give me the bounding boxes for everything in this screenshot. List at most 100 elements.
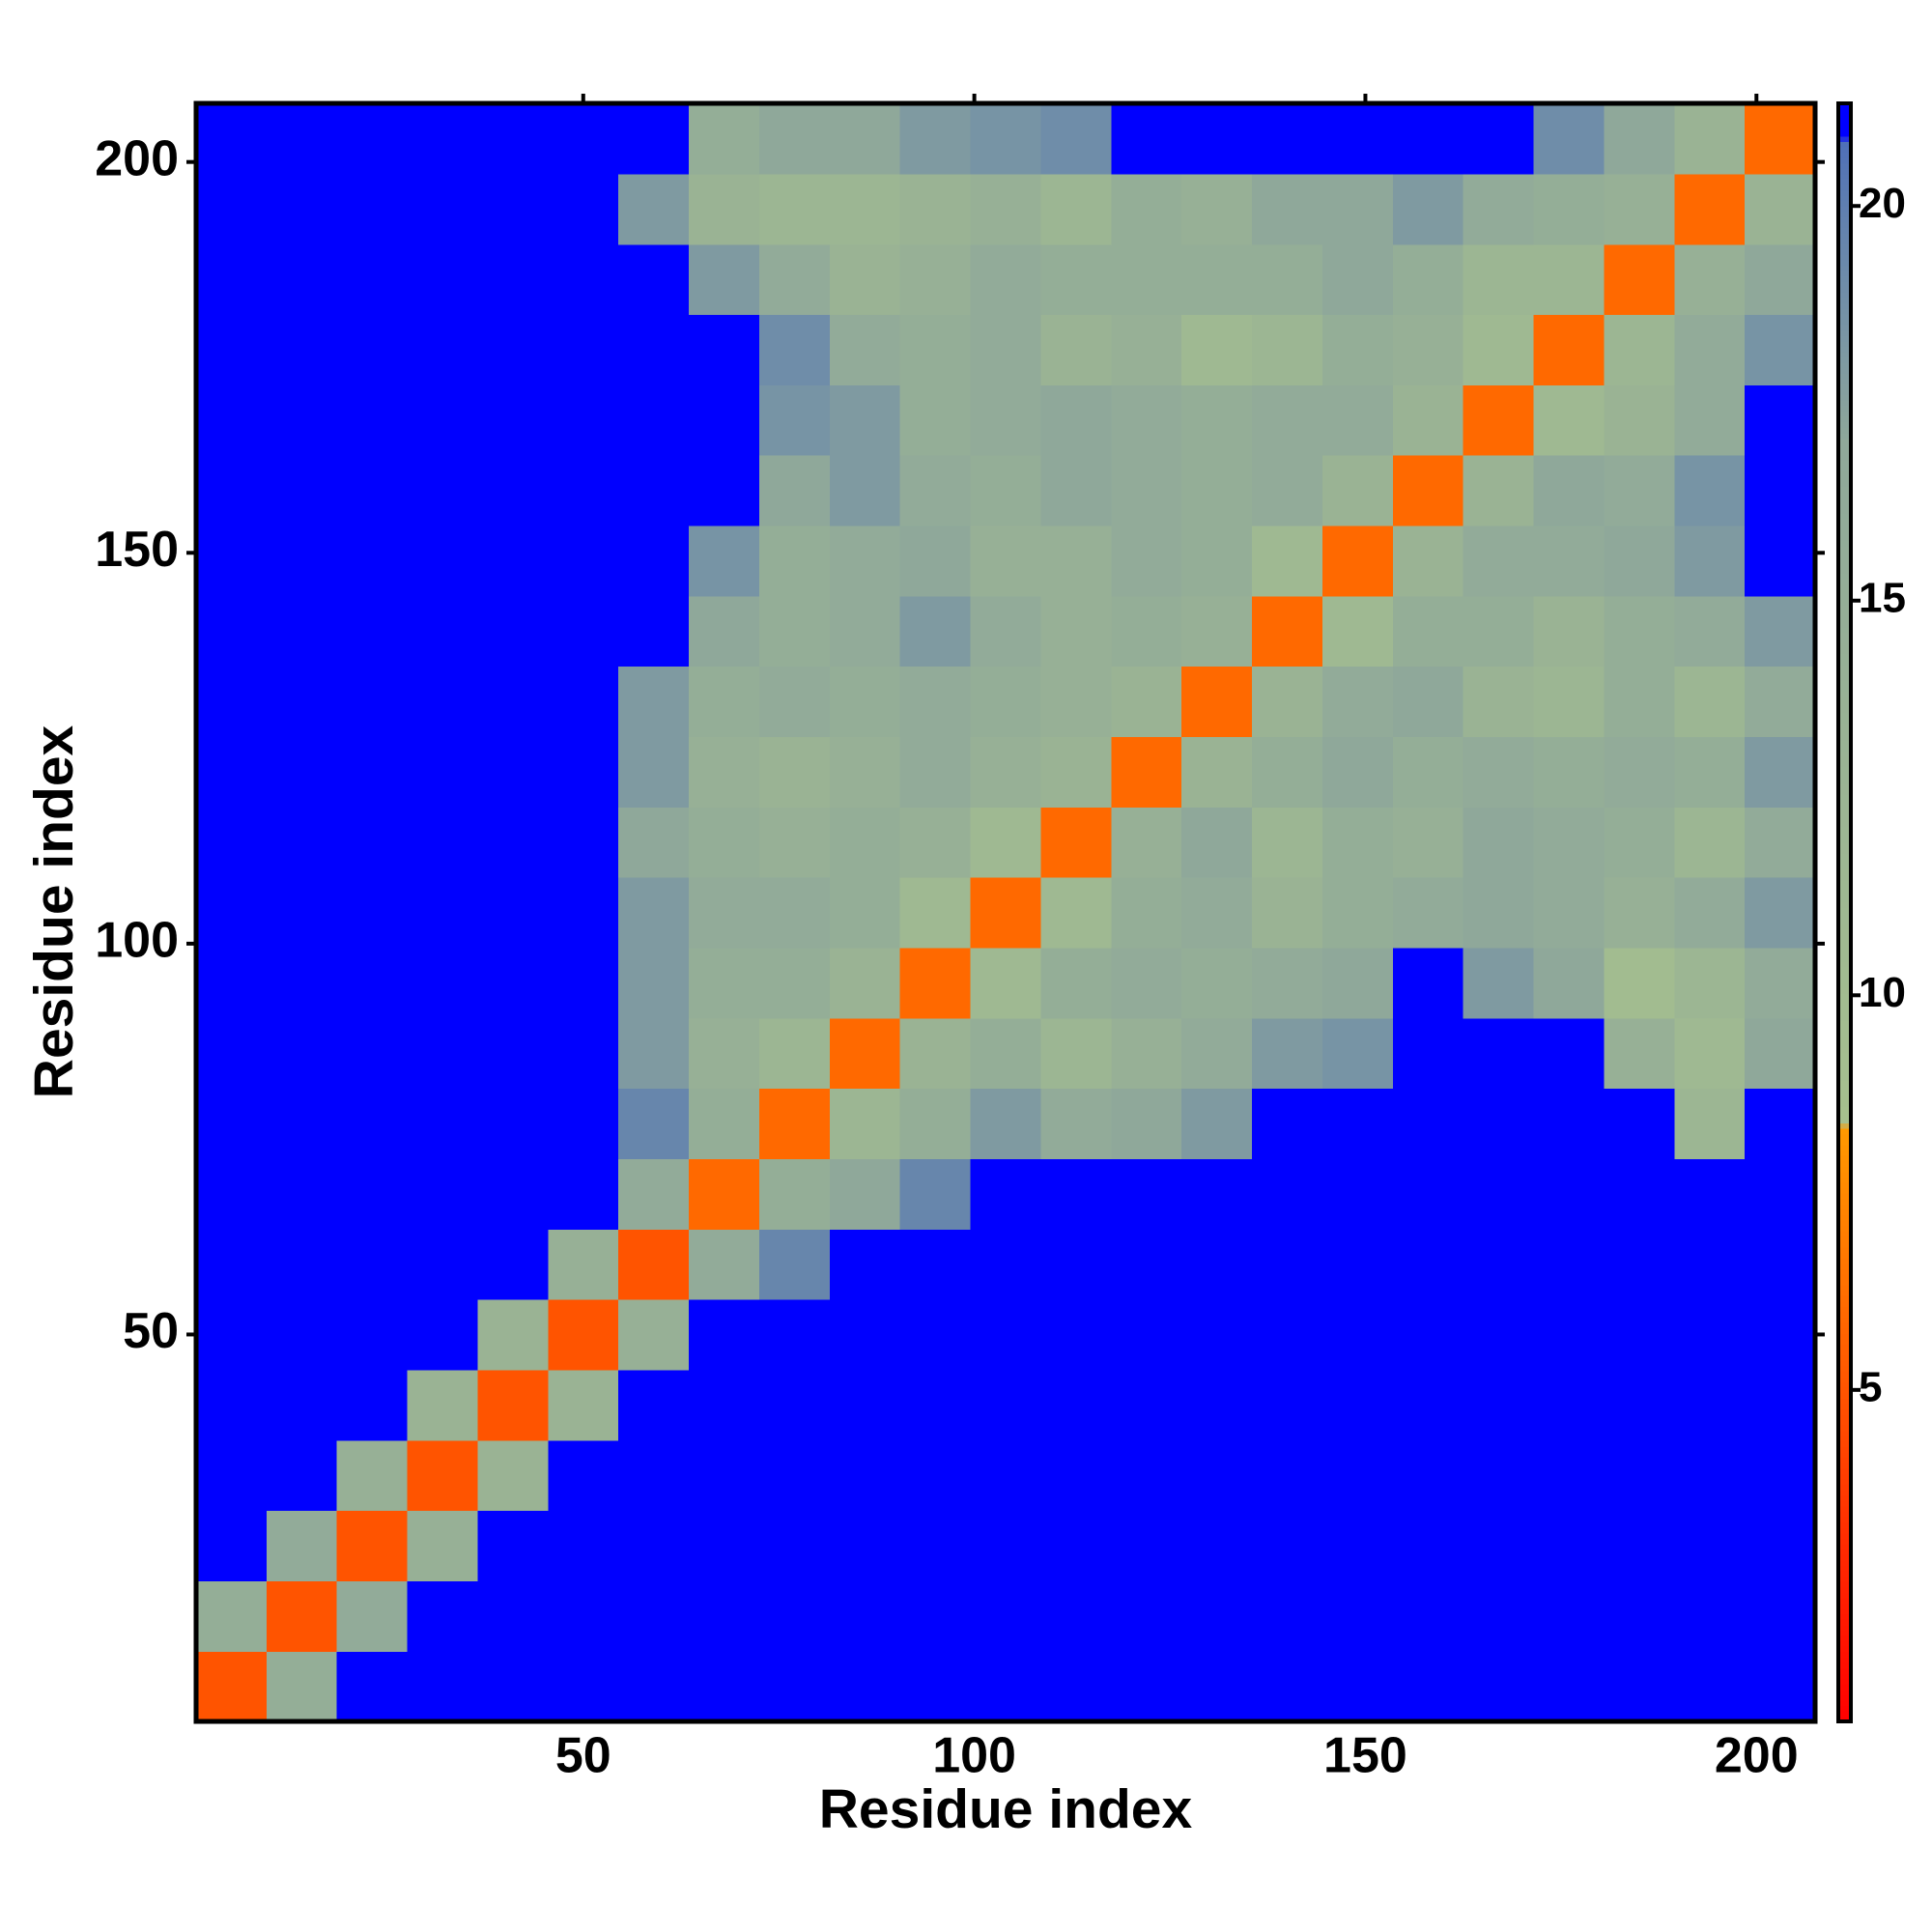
heatmap-cell <box>1674 1651 1746 1722</box>
colorbar-slice <box>1838 1354 1851 1361</box>
heatmap-cell <box>1321 243 1394 316</box>
heatmap-cell <box>1463 314 1535 385</box>
heatmap-cell <box>1745 807 1816 878</box>
heatmap-cell <box>548 1580 619 1652</box>
heatmap-cell <box>1533 384 1605 456</box>
heatmap-cell <box>1674 314 1746 385</box>
heatmap-cell <box>1040 807 1112 878</box>
heatmap-cell <box>1674 666 1746 738</box>
heatmap-cell <box>1392 1017 1464 1090</box>
colorbar-slice <box>1838 1041 1851 1048</box>
heatmap-cell <box>477 877 549 949</box>
colorbar-slice <box>1838 319 1851 326</box>
colorbar-slice <box>1838 837 1851 843</box>
heatmap-cell <box>1040 1017 1112 1090</box>
colorbar-slice <box>1838 1187 1851 1194</box>
colorbar-slice <box>1838 1020 1851 1027</box>
heatmap-cell <box>1111 1158 1182 1230</box>
heatmap-cell <box>196 877 268 949</box>
colorbar-slice <box>1838 691 1851 697</box>
heatmap-cell <box>1674 1580 1746 1652</box>
heatmap-cell <box>266 1651 338 1722</box>
colorbar-slice <box>1838 728 1851 736</box>
colorbar-slice <box>1838 1074 1851 1081</box>
colorbar-slice <box>1838 324 1851 331</box>
heatmap-cell <box>1604 1299 1675 1371</box>
heatmap-cell <box>1604 1158 1675 1230</box>
heatmap-cell <box>1604 1369 1675 1441</box>
colorbar-slice <box>1838 621 1851 628</box>
heatmap-cell <box>196 666 268 738</box>
colorbar-slice <box>1838 632 1851 639</box>
heatmap-cell <box>1674 736 1746 808</box>
heatmap-cell <box>1252 525 1323 597</box>
heatmap-cell <box>1181 525 1253 597</box>
heatmap-cell <box>1463 384 1535 456</box>
colorbar-slice <box>1838 243 1851 250</box>
heatmap-cell <box>689 947 760 1019</box>
heatmap-cell <box>1463 807 1535 878</box>
colorbar-slice <box>1838 206 1851 213</box>
heatmap-cell <box>266 1229 338 1300</box>
colorbar-slice <box>1838 1177 1851 1183</box>
heatmap-cell <box>1392 736 1464 808</box>
colorbar-slice <box>1838 1419 1851 1426</box>
colorbar-slice <box>1838 1063 1851 1070</box>
colorbar-slice <box>1838 432 1851 439</box>
heatmap-cell <box>689 173 760 245</box>
colorbar-slice <box>1838 179 1851 185</box>
colorbar-slice <box>1838 221 1851 229</box>
heatmap-cell <box>618 455 690 526</box>
heatmap-cell <box>1604 103 1675 175</box>
colorbar-slice <box>1838 173 1851 180</box>
colorbar-slice <box>1838 146 1851 154</box>
heatmap-cell <box>1533 1580 1605 1652</box>
colorbar-slice <box>1838 1279 1851 1286</box>
heatmap-cell <box>618 243 690 316</box>
heatmap-cell <box>266 103 338 175</box>
heatmap-cell <box>1463 1299 1535 1371</box>
heatmap-cell <box>829 1439 901 1512</box>
heatmap-cell <box>1463 666 1535 738</box>
heatmap-cell <box>548 243 619 316</box>
heatmap-cell <box>336 1651 409 1722</box>
colorbar-slice <box>1838 1300 1851 1307</box>
heatmap-cell <box>477 1369 549 1441</box>
heatmap-cell <box>1463 877 1535 949</box>
heatmap-cell <box>829 1510 901 1581</box>
colorbar-slice <box>1838 810 1851 816</box>
colorbar-slice <box>1838 1451 1851 1459</box>
colorbar-slice <box>1838 928 1851 935</box>
heatmap-cell <box>829 1229 901 1300</box>
heatmap-cell <box>1463 595 1535 668</box>
colorbar-slice <box>1838 772 1851 779</box>
colorbar-slice <box>1838 1171 1851 1178</box>
colorbar-slice <box>1838 233 1851 240</box>
heatmap-cell <box>899 1299 972 1371</box>
heatmap-cell <box>1252 243 1323 316</box>
colorbar-slice <box>1838 1494 1851 1501</box>
heatmap-cell <box>196 103 268 175</box>
colorbar-slice <box>1838 751 1851 757</box>
heatmap-cell <box>1181 736 1253 808</box>
colorbar-slice <box>1838 1521 1851 1528</box>
colorbar-slice <box>1838 945 1851 952</box>
heatmap-cell <box>1533 1088 1605 1159</box>
heatmap-cell <box>1463 525 1535 597</box>
colorbar-slice <box>1838 1430 1851 1436</box>
heatmap-cell <box>548 1017 619 1090</box>
heatmap-cell <box>266 666 338 738</box>
colorbar-slice <box>1838 405 1851 412</box>
heatmap-cell <box>336 1229 409 1300</box>
colorbar-slice <box>1838 1667 1851 1674</box>
heatmap-cell <box>1111 1299 1182 1371</box>
heatmap-cell <box>689 1229 760 1300</box>
colorbar-slice <box>1838 680 1851 687</box>
colorbar-slice <box>1838 1208 1851 1215</box>
heatmap-cell <box>689 525 760 597</box>
heatmap-cell <box>618 1651 690 1722</box>
heatmap-cell <box>196 314 268 385</box>
heatmap-cell <box>1604 947 1675 1019</box>
heatmap-cell <box>899 525 972 597</box>
heatmap-cell <box>1745 384 1816 456</box>
